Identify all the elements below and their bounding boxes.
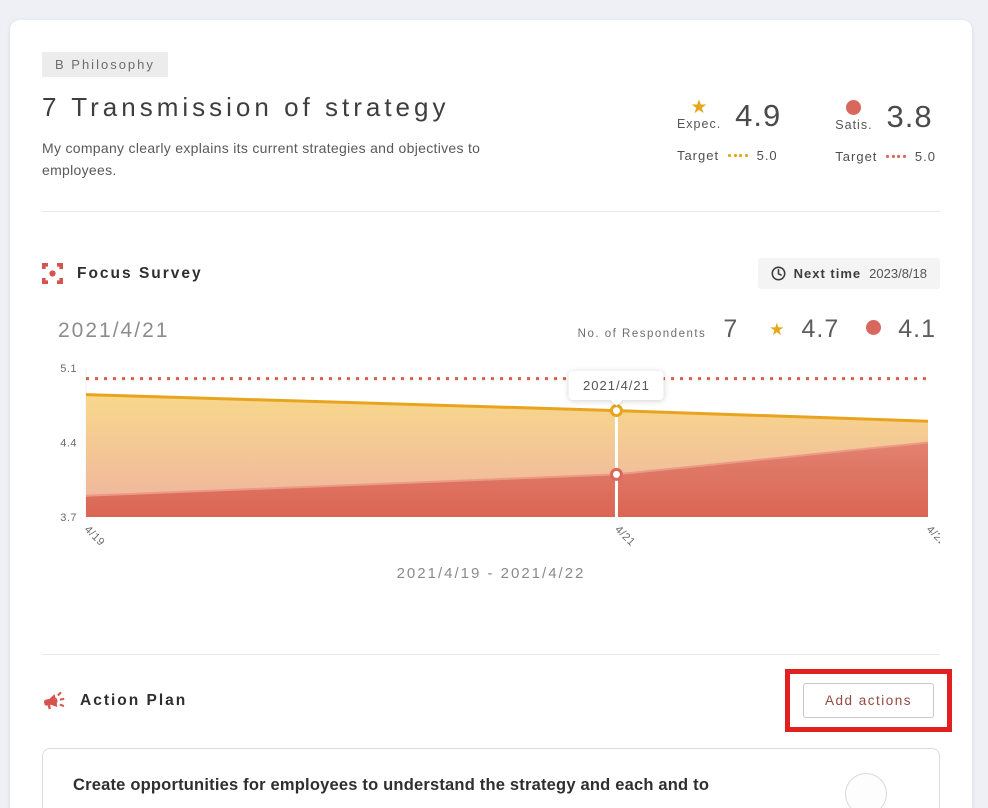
add-actions-button[interactable]: Add actions — [802, 683, 934, 718]
focus-icon — [42, 263, 63, 284]
dotted-line-swatch-red — [886, 155, 906, 158]
respondents-value: 7 — [723, 315, 739, 343]
chart-stats: No. of Respondents 7 ★ 4.7 4.1 — [578, 315, 936, 344]
expectation-marker — [609, 404, 623, 418]
y-tick-label: 3.7 — [60, 512, 77, 524]
category-tag: B Philosophy — [42, 52, 168, 77]
next-time-badge: Next time 2023/8/18 — [757, 258, 940, 289]
score-metrics: ★ Expec. 4.9 Target 5.0 Satis. — [676, 97, 936, 164]
circle-icon — [846, 100, 862, 115]
megaphone-icon — [43, 691, 65, 709]
section-divider — [42, 654, 940, 655]
next-time-date: 2023/8/18 — [869, 266, 927, 281]
date-range-caption: 2021/4/19 - 2021/4/22 — [396, 565, 586, 582]
target-value: 5.0 — [914, 149, 936, 164]
clock-icon — [771, 266, 786, 281]
action-plan-header: Action Plan Add actions — [42, 669, 952, 732]
page-title: 7 Transmission of strategy — [42, 92, 450, 122]
expectation-value: 4.9 — [735, 98, 782, 133]
action-plan-title: Action Plan — [80, 691, 188, 709]
action-plan-text: Create opportunities for employees to un… — [73, 776, 710, 794]
chart-tooltip: 2021/4/21 — [569, 371, 664, 400]
satisfaction-marker — [609, 467, 623, 481]
header-divider — [42, 211, 940, 212]
expectation-label: Expec. — [676, 117, 722, 131]
question-description: My company clearly explains its current … — [42, 140, 481, 178]
satisfaction-point-value: 4.1 — [898, 315, 936, 343]
circle-icon — [866, 320, 882, 335]
action-plan-card[interactable]: Create opportunities for employees to un… — [42, 748, 940, 808]
x-tick-label: 4/22 — [924, 524, 940, 549]
annotation-highlight-box: Add actions — [784, 669, 952, 732]
focus-chart-svg[interactable]: 5.1 4.4 3.7 4/19 4/21 4/22 — [42, 358, 949, 554]
target-value: 5.0 — [756, 148, 778, 163]
chart-header: 2021/4/21 No. of Respondents 7 ★ 4.7 4.1 — [42, 315, 940, 344]
respondents-label: No. of Respondents — [577, 328, 707, 340]
y-tick-label: 5.1 — [60, 363, 77, 375]
satisfaction-value: 3.8 — [886, 99, 933, 134]
survey-detail-card: B Philosophy 7 Transmission of strategy … — [10, 20, 972, 808]
focus-survey-header: Focus Survey Next time 2023/8/18 — [42, 258, 940, 289]
y-tick-label: 4.4 — [60, 438, 77, 450]
expectation-point-value: 4.7 — [801, 315, 840, 343]
star-icon: ★ — [769, 320, 785, 339]
expectation-metric: ★ Expec. 4.9 Target 5.0 — [676, 97, 782, 164]
dotted-line-swatch-orange — [728, 154, 748, 157]
header: B Philosophy 7 Transmission of strategy … — [42, 52, 940, 181]
next-time-label: Next time — [793, 266, 862, 281]
focus-survey-title: Focus Survey — [77, 264, 203, 282]
satisfaction-label: Satis. — [835, 118, 873, 132]
x-tick-label: 4/21 — [612, 524, 637, 549]
target-label: Target — [835, 149, 878, 164]
avatar — [845, 773, 887, 808]
satisfaction-metric: Satis. 3.8 Target 5.0 — [835, 100, 936, 164]
star-icon: ★ — [690, 97, 708, 118]
x-tick-label: 4/19 — [82, 524, 107, 549]
target-label: Target — [676, 148, 720, 163]
focus-survey-chart[interactable]: 5.1 4.4 3.7 4/19 4/21 4/22 2021/4/21 — [42, 358, 949, 559]
selected-date: 2021/4/21 — [58, 319, 170, 342]
